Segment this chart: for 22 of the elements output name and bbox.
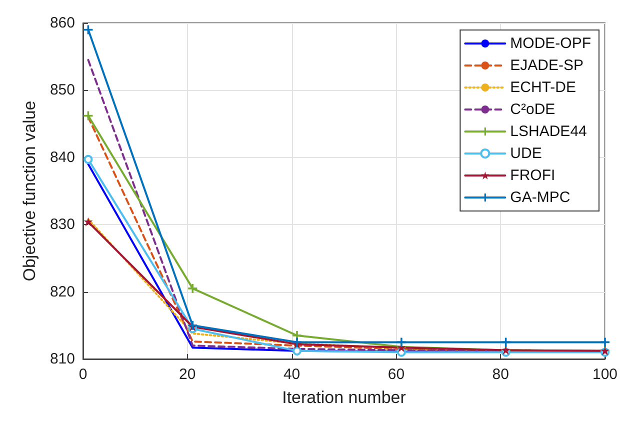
y-tick-label: 820 [50,283,75,300]
x-tick-label: 40 [283,366,300,383]
legend-label: ECHT-DE [510,79,576,96]
x-tick-label: 20 [179,366,196,383]
legend-label: GA-MPC [510,189,570,206]
y-tick-label: 840 [50,148,75,166]
x-tick-label: 0 [78,366,88,383]
legend-label: FROFI [510,167,556,184]
legend-label: LSHADE44 [510,123,587,140]
legend-label: C²oDE [510,101,556,118]
x-tick-label: 60 [388,366,405,383]
legend-label: EJADE-SP [510,57,584,74]
y-tick-label: 850 [50,82,75,99]
y-tick-label: 860 [50,14,75,32]
y-axis-title: Objective function value [20,100,39,282]
y-tick-label: 830 [50,216,75,234]
legend-label: UDE [510,145,542,162]
x-tick-label: 100 [592,366,618,383]
legend-label: MODE-OPF [510,35,592,52]
x-axis-title: Iteration number [282,388,406,407]
y-tick-label: 810 [50,350,75,368]
x-tick-label: 80 [492,366,509,383]
